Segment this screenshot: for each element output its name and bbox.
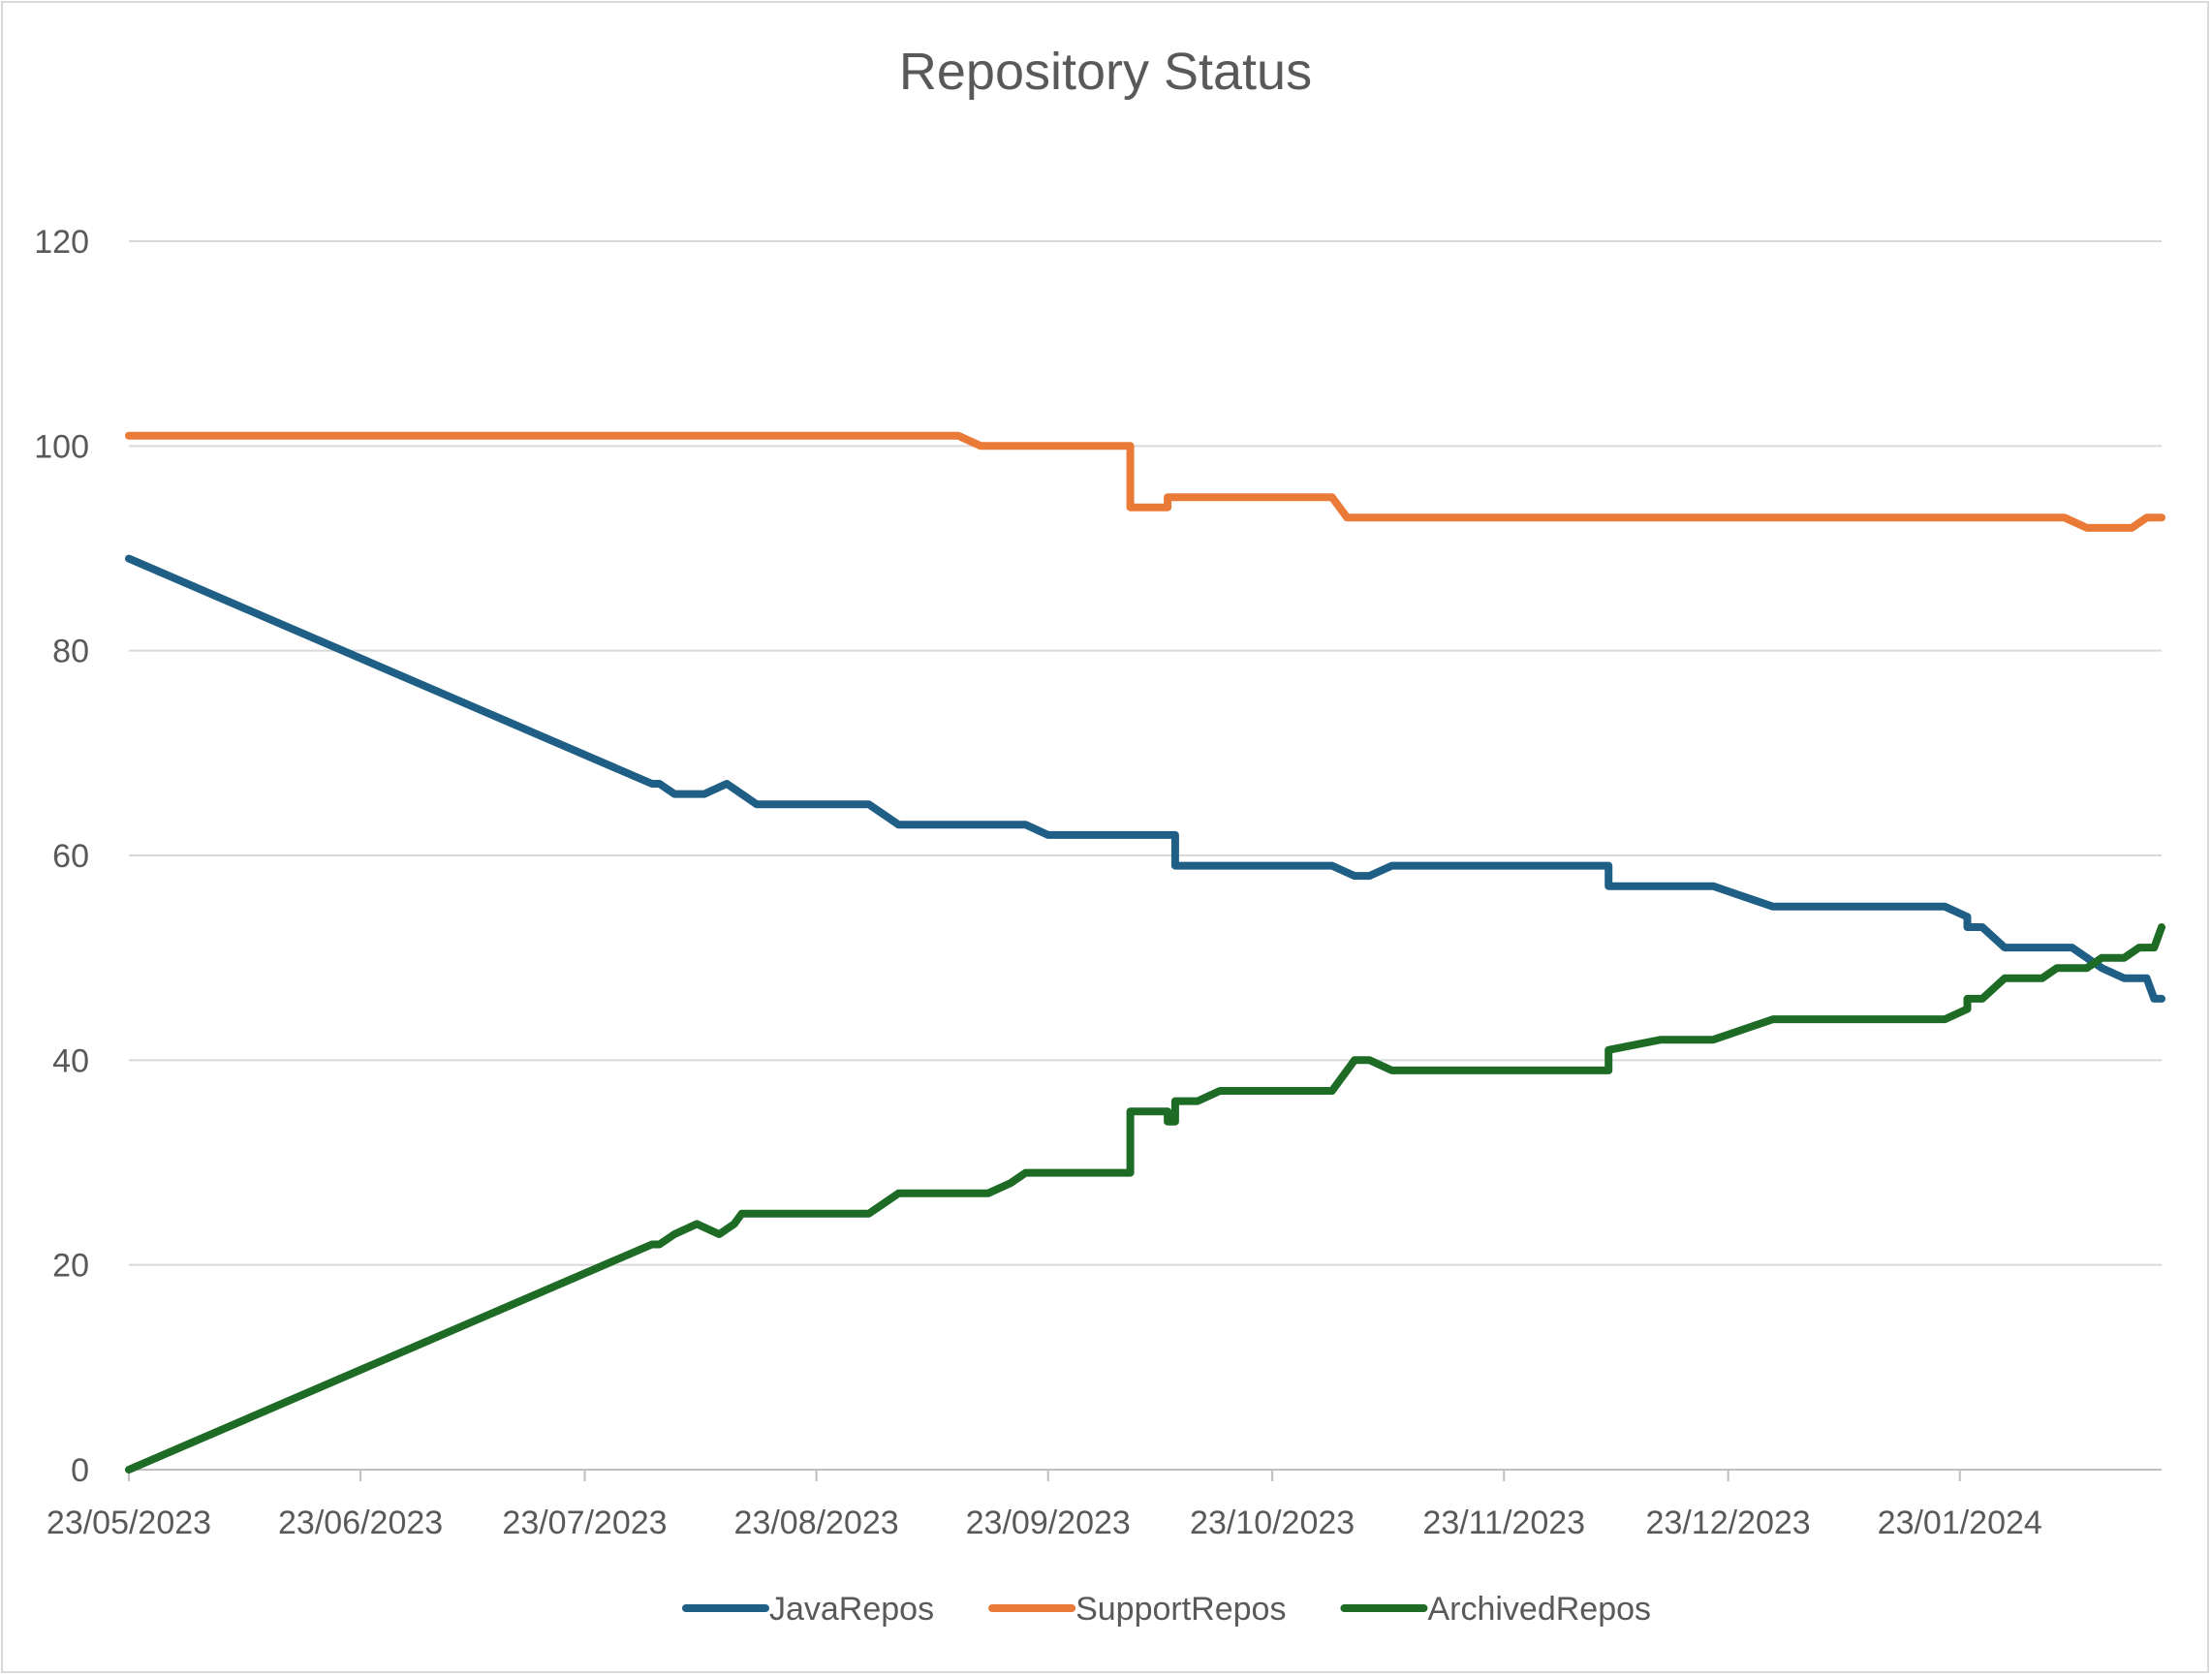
- y-tick-label: 0: [71, 1452, 89, 1489]
- y-tick-label: 60: [52, 838, 89, 875]
- series-line-javarepos: [125, 554, 2165, 1003]
- legend-label-archivedrepos: ArchivedRepos: [1427, 1591, 1651, 1628]
- legend-label-javarepos: JavaRepos: [769, 1591, 934, 1628]
- x-axis-tick-marks: [128, 1470, 1961, 1481]
- legend-label-supportrepos: SupportRepos: [1075, 1591, 1286, 1628]
- y-tick-label: 40: [52, 1042, 89, 1079]
- legend: JavaRepos SupportRepos ArchivedRepos: [681, 1591, 1651, 1628]
- series-line-supportrepos: [125, 431, 2165, 532]
- x-tick-label: 23/01/2024: [1878, 1505, 2042, 1541]
- x-axis-tick-labels: 23/05/2023 23/06/2023 23/07/2023 23/08/2023…: [47, 1505, 2042, 1541]
- series-line-archivedrepos: [125, 923, 2165, 1474]
- x-tick-label: 23/05/2023: [47, 1505, 211, 1541]
- x-tick-label: 23/11/2023: [1422, 1505, 1585, 1541]
- x-tick-label: 23/07/2023: [502, 1505, 667, 1541]
- y-tick-label: 20: [52, 1248, 89, 1285]
- gridlines: [129, 240, 2162, 1266]
- chart-title: Repository Status: [899, 43, 1312, 101]
- y-tick-label: 100: [34, 428, 89, 465]
- y-tick-label: 120: [34, 224, 89, 261]
- y-axis-tick-labels: 0 20 40 60 80 100 120: [34, 224, 89, 1489]
- x-tick-label: 23/10/2023: [1190, 1505, 1355, 1541]
- y-tick-label: 80: [52, 634, 89, 670]
- series-lines: [125, 431, 2165, 1474]
- x-tick-label: 23/06/2023: [278, 1505, 443, 1541]
- x-tick-label: 23/12/2023: [1646, 1505, 1811, 1541]
- x-tick-label: 23/09/2023: [966, 1505, 1131, 1541]
- x-tick-label: 23/08/2023: [734, 1505, 899, 1541]
